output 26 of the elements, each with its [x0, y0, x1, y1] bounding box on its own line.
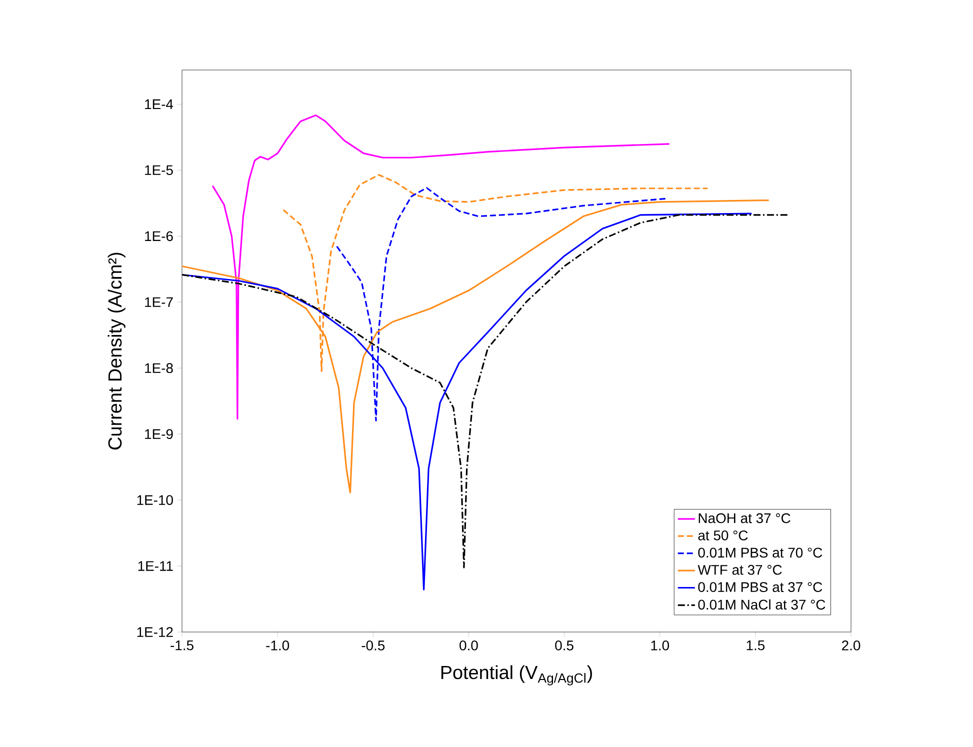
- x-tick-label: 0.0: [460, 640, 478, 650]
- legend-label: 0.01M NaCl at 37 °C: [698, 599, 826, 610]
- legend-label: 0.01M PBS at 70 °C: [698, 548, 822, 558]
- y-tick-label: 1E-5: [145, 165, 173, 176]
- y-axis-title: Current Density (A/cm²): [108, 252, 126, 450]
- legend-label: WTF at 37 °C: [698, 564, 782, 575]
- x-tick-label: 2.0: [842, 640, 860, 650]
- x-tick-label: -1.0: [266, 640, 290, 650]
- x-tick-label: -1.5: [170, 640, 194, 650]
- y-tick-label: 1E-6: [145, 231, 173, 242]
- y-tick-label: 1E-12: [137, 627, 173, 637]
- x-tick-label: 1.5: [746, 640, 765, 650]
- line-series: [212, 114, 670, 420]
- legend-label: 0.01M PBS at 37 °C: [698, 582, 822, 592]
- y-tick-label: 1E-8: [145, 363, 173, 374]
- legend-label: NaOH at 37 °C: [698, 513, 790, 524]
- y-tick-label: 1E-9: [145, 429, 173, 440]
- x-tick-label: -0.5: [362, 640, 385, 650]
- y-tick-label: 1E-11: [138, 561, 173, 571]
- x-tick-label: 1.0: [651, 640, 670, 650]
- legend-label: at 50 °C: [698, 530, 748, 540]
- x-tick-label: 0.5: [555, 640, 574, 650]
- y-tick-label: 1E-7: [145, 297, 173, 307]
- y-tick-label: 1E-4: [145, 99, 174, 110]
- x-axis-title: Potential (V$_{Ag/AgCl}$): [441, 665, 592, 686]
- y-tick-label: 1E-10: [137, 495, 173, 505]
